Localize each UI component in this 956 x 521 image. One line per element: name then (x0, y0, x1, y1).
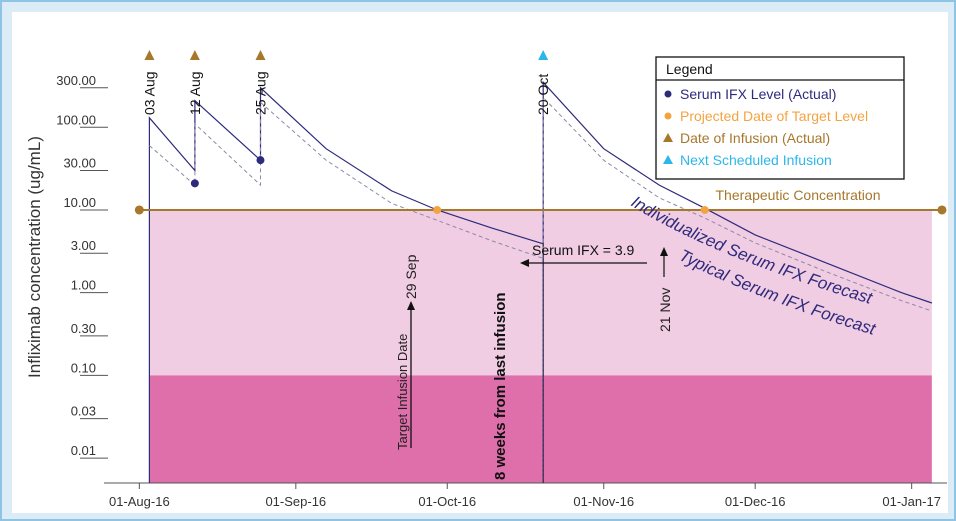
x-tick-label: 01-Nov-16 (573, 494, 634, 509)
x-tick-label: 01-Oct-16 (418, 494, 476, 509)
nov-arrow-head (660, 247, 668, 256)
infusion-date-label: 25 Aug (252, 71, 268, 115)
infusion-triangle-12-aug (189, 50, 200, 60)
individualized-forecast-line (148, 80, 933, 483)
target-infusion-date-label: Target Infusion Date (395, 334, 410, 450)
projected-point (700, 205, 709, 214)
legend-item-label: Date of Infusion (Actual) (680, 130, 830, 146)
infusion-triangle-20-oct (538, 50, 549, 60)
serum-point (190, 179, 199, 188)
legend-marker-circle (664, 90, 672, 98)
legend-marker-circle (664, 112, 672, 120)
legend-item-label: Next Scheduled Infusion (680, 152, 832, 168)
y-tick-label: 0.01 (71, 443, 96, 458)
legend-title: Legend (666, 61, 713, 77)
y-tick-label: 1.00 (71, 278, 96, 293)
ifx-chart: 01-Aug-16 01-Sep-16 01-Oct-16 01-Nov-16 01-D… (25, 50, 947, 509)
band-1 (149, 375, 932, 483)
x-tick-label: 01-Dec-16 (725, 494, 786, 509)
serum-ifx-label: Serum IFX = 3.9 (532, 242, 635, 258)
y-tick-label: 0.03 (71, 404, 96, 419)
legend-item-label: Projected Date of Target Level (680, 108, 868, 124)
target-arrow-head (407, 301, 415, 310)
infusion-triangle-03-aug (144, 50, 155, 60)
y-tick-label: 10.00 (63, 195, 96, 210)
projected-label-sep: 29 Sep (403, 254, 419, 299)
infusion-date-label: 20 Oct (535, 74, 551, 115)
therapeutic-label: Therapeutic Concentration (716, 187, 881, 203)
x-tick-label: 01-Aug-16 (109, 494, 170, 509)
plot-panel: 01-Aug-16 01-Sep-16 01-Oct-16 01-Nov-16 01-D… (12, 12, 948, 513)
typical-forecast-line (149, 96, 933, 312)
legend-marker-triangle (663, 133, 673, 142)
therapeutic-end-dot (937, 205, 947, 215)
y-tick-label: 100.00 (56, 112, 96, 127)
x-tick-label: 01-Jan-17 (882, 494, 941, 509)
y-tick-label: 0.30 (71, 321, 96, 336)
y-axis-label: Infliximab concentration (ug/mL) (25, 136, 44, 378)
y-tick-label: 0.10 (71, 360, 96, 375)
band-0 (149, 209, 932, 376)
infusion-date-label: 03 Aug (141, 71, 157, 115)
therapeutic-start-dot (134, 205, 144, 215)
legend-item-label: Serum IFX Level (Actual) (680, 86, 836, 102)
x-tick-label: 01-Sep-16 (265, 494, 326, 509)
serum-point (256, 156, 265, 165)
serum-arrow-head (520, 259, 529, 267)
y-tick-label: 30.00 (63, 156, 96, 171)
projected-label-nov: 21 Nov (657, 288, 673, 332)
eight-weeks-label: 8 weeks from last infusion (492, 292, 509, 480)
legend-box (655, 56, 905, 180)
legend-marker-triangle (663, 155, 673, 164)
y-tick-label: 3.00 (71, 238, 96, 253)
y-tick-label: 300.00 (56, 73, 96, 88)
infusion-date-label: 12 Aug (187, 71, 203, 115)
infusion-triangle-25-aug (255, 50, 266, 60)
projected-point (433, 205, 442, 214)
